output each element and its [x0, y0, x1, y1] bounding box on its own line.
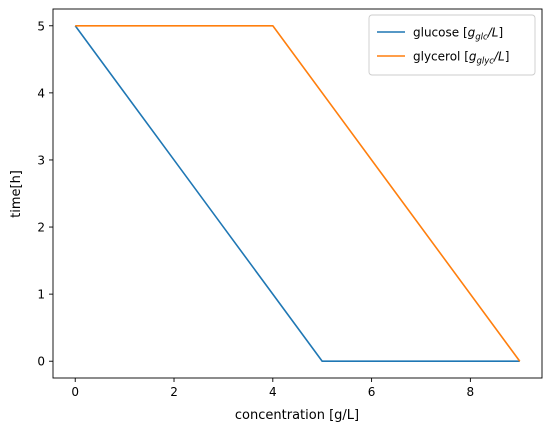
y-tick-label-3: 3: [37, 153, 45, 167]
x-axis-label: concentration [g/L]: [235, 408, 359, 423]
series-line-1: [75, 24, 521, 362]
plot-area: [74, 24, 521, 363]
y-tick-label-5: 5: [37, 19, 45, 33]
y-tick-label-2: 2: [37, 221, 45, 235]
legend-label-0: glucose [gglc/L]: [413, 26, 503, 43]
x-tick-label-3: 6: [368, 385, 376, 399]
legend: glucose [gglc/L] glycerol [gglyc/L]: [368, 14, 536, 76]
y-tick-label-4: 4: [37, 86, 45, 100]
x-tick-label-0: 0: [71, 385, 79, 399]
x-tick-label-1: 2: [170, 385, 178, 399]
x-tick-label-2: 4: [269, 385, 277, 399]
legend-box: [368, 14, 536, 76]
axes: 0 2 4 6 8 0 1 2 3 4 5: [37, 8, 543, 399]
x-tick-label-4: 8: [467, 385, 475, 399]
plot-frame: [52, 8, 543, 379]
y-tick-label-0: 0: [37, 355, 45, 369]
y-axis-label: time[h]: [9, 170, 24, 218]
legend-label-1: glycerol [gglyc/L]: [413, 50, 509, 67]
series-line-0: [74, 25, 520, 363]
y-tick-label-1: 1: [37, 288, 45, 302]
